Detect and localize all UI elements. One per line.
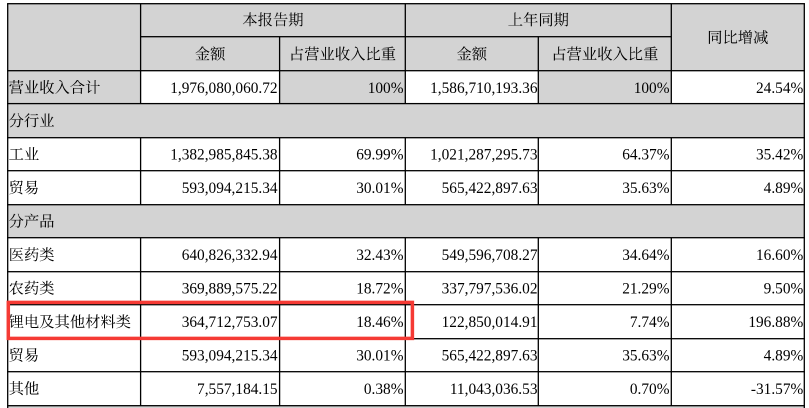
svg-text:593,094,215.34: 593,094,215.34	[182, 348, 278, 365]
svg-text:7.74%: 7.74%	[630, 314, 670, 331]
svg-text:18.46%: 18.46%	[356, 314, 404, 331]
svg-text:1,976,080,060.72: 1,976,080,060.72	[170, 80, 277, 97]
svg-text:565,422,897.63: 565,422,897.63	[442, 180, 538, 197]
svg-text:593,094,215.34: 593,094,215.34	[182, 180, 278, 197]
svg-text:100%: 100%	[368, 80, 404, 97]
svg-text:35.42%: 35.42%	[756, 147, 804, 164]
svg-text:4.89%: 4.89%	[764, 348, 804, 365]
svg-text:34.64%: 34.64%	[622, 247, 670, 264]
svg-text:100%: 100%	[634, 80, 670, 97]
svg-text:69.99%: 69.99%	[356, 147, 404, 164]
svg-text:7,557,184.15: 7,557,184.15	[197, 381, 278, 398]
svg-text:30.01%: 30.01%	[356, 180, 404, 197]
svg-text:196.88%: 196.88%	[748, 314, 803, 331]
svg-text:565,422,897.63: 565,422,897.63	[442, 348, 538, 365]
svg-text:30.01%: 30.01%	[356, 348, 404, 365]
svg-text:32.43%: 32.43%	[356, 247, 404, 264]
svg-text:1,382,985,845.38: 1,382,985,845.38	[170, 147, 278, 164]
svg-text:35.63%: 35.63%	[622, 348, 670, 365]
svg-text:35.63%: 35.63%	[622, 180, 670, 197]
svg-text:364,712,753.07: 364,712,753.07	[182, 314, 278, 331]
svg-text:122,850,014.91: 122,850,014.91	[442, 314, 538, 331]
svg-text:21.29%: 21.29%	[622, 281, 670, 298]
svg-text:16.60%: 16.60%	[756, 247, 804, 264]
svg-text:9.50%: 9.50%	[764, 281, 804, 298]
svg-text:640,826,332.94: 640,826,332.94	[182, 247, 278, 264]
svg-text:18.72%: 18.72%	[356, 281, 404, 298]
svg-text:0.70%: 0.70%	[630, 381, 670, 398]
svg-text:24.54%: 24.54%	[756, 80, 804, 97]
svg-text:64.37%: 64.37%	[622, 147, 670, 164]
svg-text:1,021,287,295.73: 1,021,287,295.73	[430, 147, 538, 164]
svg-text:549,596,708.27: 549,596,708.27	[442, 247, 538, 264]
svg-text:1,586,710,193.36: 1,586,710,193.36	[430, 80, 538, 97]
svg-text:369,889,575.22: 369,889,575.22	[182, 281, 278, 298]
svg-text:0.38%: 0.38%	[364, 381, 404, 398]
svg-text:-31.57%: -31.57%	[751, 381, 804, 398]
svg-text:4.89%: 4.89%	[764, 180, 804, 197]
svg-text:337,797,536.02: 337,797,536.02	[442, 281, 538, 298]
svg-text:11,043,036.53: 11,043,036.53	[450, 381, 538, 398]
